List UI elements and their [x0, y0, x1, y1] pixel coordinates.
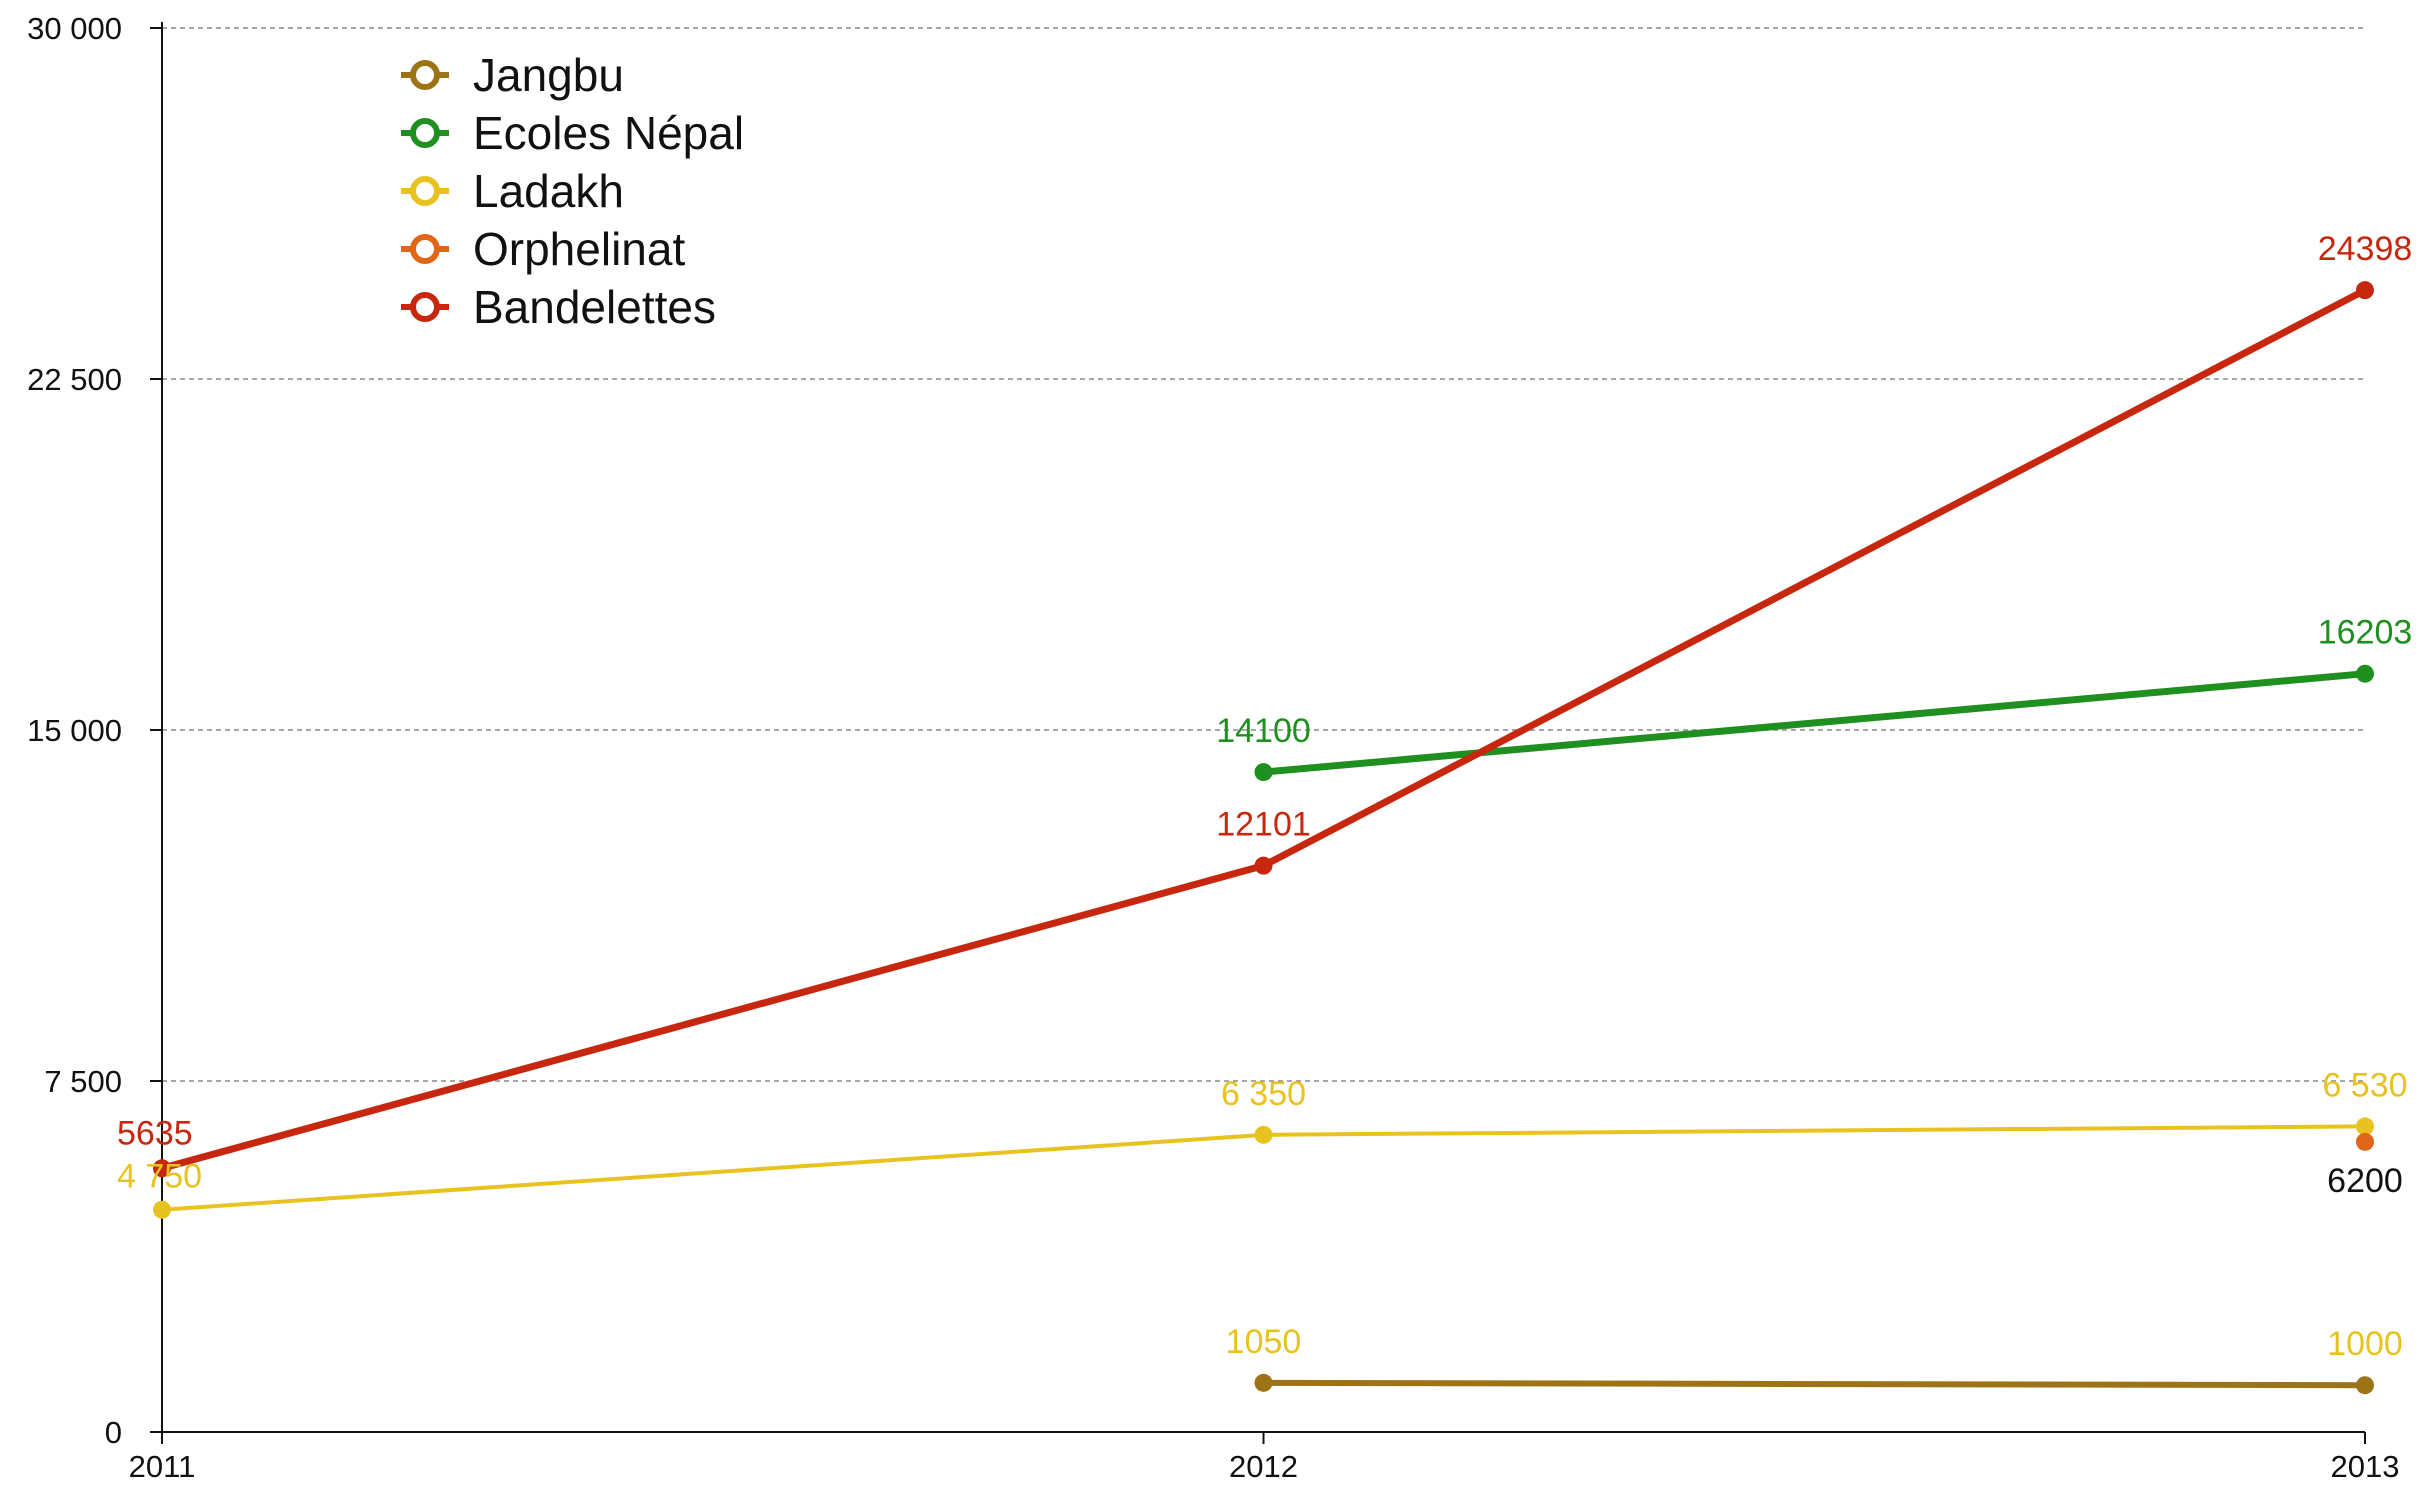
y-tick-label: 30 000: [27, 11, 122, 46]
x-tick-label: 2012: [1229, 1449, 1298, 1484]
data-label: 4 750: [117, 1158, 202, 1196]
legend-marker: [410, 292, 440, 322]
axes: 0 7 500 15 000 22 500 30 000 2011 2012 2013: [27, 11, 2399, 1484]
data-point: [2356, 1117, 2374, 1136]
data-point: [153, 1159, 171, 1178]
legend-label: Bandelettes: [473, 281, 716, 333]
gridlines: [162, 27, 2365, 1082]
data-point: [1254, 1373, 1273, 1392]
data-point: [1254, 763, 1273, 782]
data-point: [2356, 281, 2374, 300]
data-label: 12101: [1216, 806, 1311, 844]
data-label: 1050: [1226, 1323, 1302, 1361]
data-point: [2356, 1376, 2374, 1395]
y-tick-label: 22 500: [27, 362, 122, 397]
y-tick-label: 15 000: [27, 713, 122, 748]
y-tick-label: 7 500: [44, 1064, 122, 1099]
y-tick-label: 0: [105, 1415, 122, 1450]
data-label: 24398: [2318, 230, 2413, 268]
series-lines: [153, 281, 2374, 1395]
legend-marker: [410, 176, 440, 206]
data-point: [2356, 664, 2374, 683]
data-label: 6 530: [2322, 1066, 2407, 1104]
legend-marker: [410, 234, 440, 264]
data-label: 6200: [2327, 1162, 2403, 1200]
legend-label: Orphelinat: [473, 223, 685, 275]
legend-marker: [410, 118, 440, 148]
data-point: [1254, 856, 1273, 875]
x-tick-label: 2011: [129, 1449, 196, 1484]
x-tick-label: 2013: [2331, 1449, 2400, 1484]
series-line-0: [1260, 1379, 2368, 1389]
data-label: 14100: [1216, 712, 1311, 750]
legend: Jangbu Ecoles Népal Ladakh Orphelinat Bandel…: [401, 49, 744, 333]
legend-label: Jangbu: [473, 49, 624, 101]
legend-label: Ecoles Népal: [473, 107, 744, 159]
data-labels: 1050 1000 14100 16203 4 750 6 350 6 530 6200 563…: [117, 230, 2412, 1363]
data-point: [1254, 1125, 1273, 1144]
legend-label: Ladakh: [473, 165, 624, 217]
data-label: 5635: [117, 1114, 193, 1152]
data-point: [153, 1200, 171, 1219]
data-label: 16203: [2318, 614, 2413, 652]
series-line-1: [1260, 670, 2369, 776]
data-label: 6 350: [1221, 1075, 1306, 1113]
legend-marker: [410, 60, 440, 90]
data-point: [2356, 1132, 2374, 1151]
data-label: 1000: [2327, 1325, 2403, 1363]
